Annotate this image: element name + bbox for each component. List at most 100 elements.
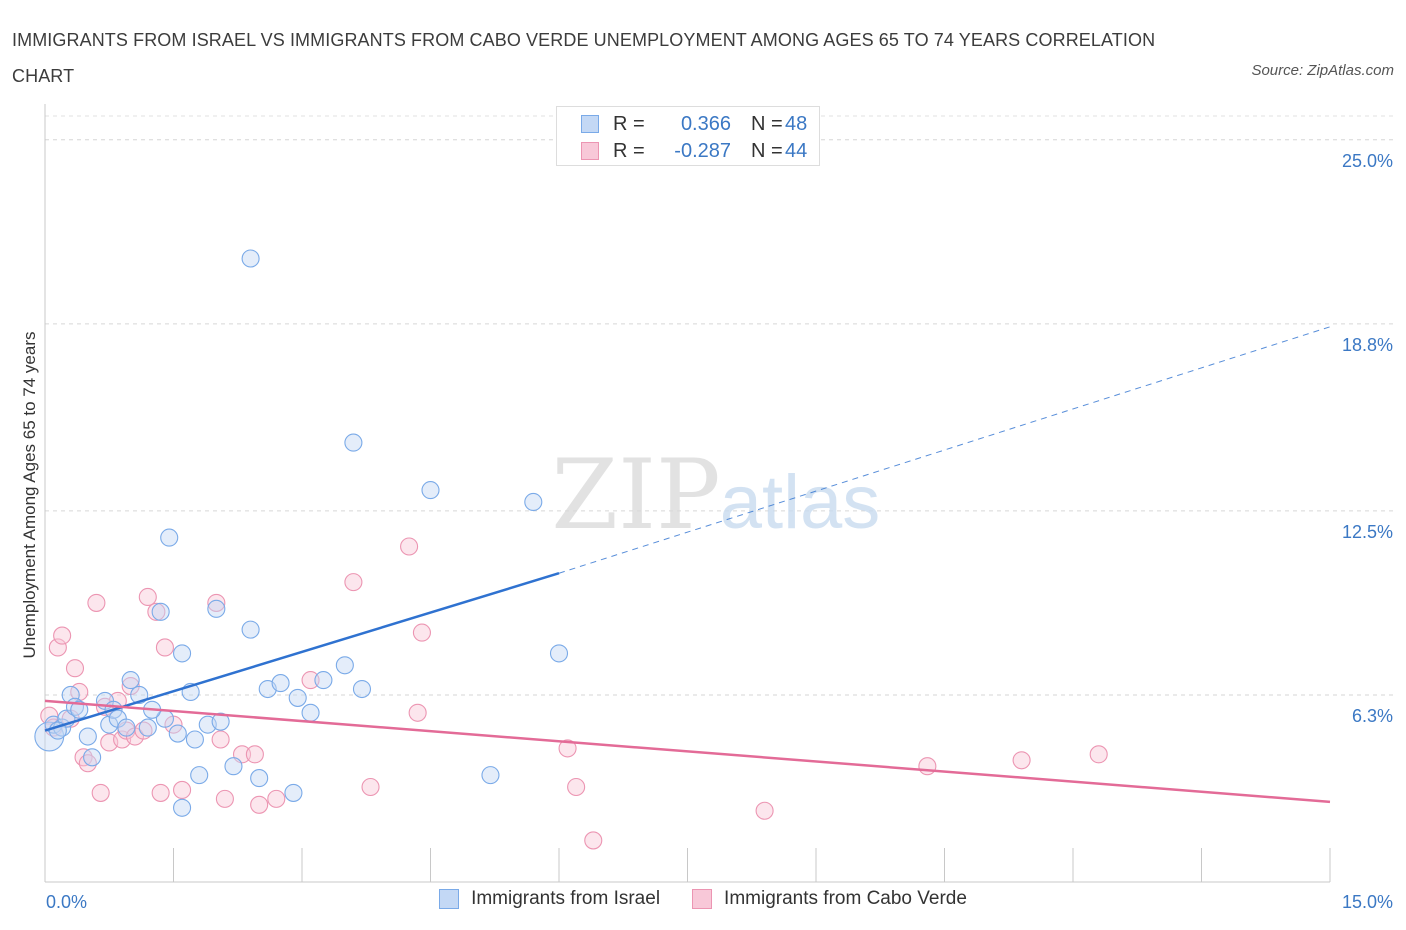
legend-item-cabo-verde[interactable]: Immigrants from Cabo Verde (692, 888, 967, 910)
legend-n-value: 48 (785, 112, 808, 135)
point-israel (284, 783, 303, 802)
legend-r-label: R = (613, 112, 645, 135)
point-israel (151, 602, 170, 621)
point-cabo-verde (344, 573, 363, 592)
point-cabo-verde (567, 777, 586, 797)
point-cabo-verde (584, 831, 603, 850)
y-tick-label: 12.5% (1342, 522, 1393, 542)
point-cabo-verde (207, 593, 226, 612)
axis-labels: 6.3% 12.5% 18.8% 25.0% 0.0% 15.0% Unemployment… (20, 151, 1393, 912)
point-cabo-verde (918, 757, 937, 776)
point-cabo-verde (173, 780, 192, 800)
trend-lines (44, 326, 1331, 804)
point-israel (524, 492, 543, 512)
point-israel (117, 718, 136, 737)
grid-lines (45, 115, 1395, 696)
legend-n-label: N = (751, 112, 783, 135)
point-cabo-verde (301, 671, 320, 690)
trend-line-israel-extension (558, 326, 1331, 574)
legend-row-cabo-verde: R = -0.287 N = 44 (581, 138, 807, 164)
point-cabo-verde (138, 587, 157, 607)
watermark-atlas: atlas (720, 460, 881, 545)
legend-row-israel: R = 0.366 N = 48 (581, 111, 807, 137)
correlation-legend: R = 0.366 N = 48 R = -0.287 N = 44 (556, 106, 820, 166)
point-israel (271, 674, 290, 693)
point-israel (421, 481, 440, 500)
legend-swatch-cabo-verde (581, 142, 599, 160)
point-cabo-verde (361, 777, 380, 797)
legend-n-label: N = (751, 139, 783, 162)
legend-swatch-israel (581, 115, 599, 133)
chart-title: IMMIGRANTS FROM ISRAEL VS IMMIGRANTS FRO… (12, 30, 1156, 86)
point-israel (288, 688, 307, 707)
legend-n-value: 44 (785, 139, 808, 162)
legend-label-cabo-verde: Immigrants from Cabo Verde (724, 888, 967, 909)
y-tick-label: 25.0% (1342, 151, 1393, 171)
point-cabo-verde (53, 626, 72, 645)
y-axis-title: Unemployment Among Ages 65 to 74 years (20, 332, 39, 659)
legend-swatch-cabo-verde (692, 889, 713, 909)
point-israel (481, 766, 500, 785)
y-tick-label: 18.8% (1342, 335, 1393, 355)
point-israel (83, 748, 102, 767)
legend-r-value: 0.366 (680, 112, 731, 135)
point-israel (241, 249, 260, 268)
point-israel (173, 644, 192, 663)
point-cabo-verde (250, 795, 269, 814)
point-israel (211, 712, 230, 731)
point-israel (160, 528, 179, 547)
point-cabo-verde (155, 638, 174, 657)
point-cabo-verde (1012, 751, 1031, 770)
point-cabo-verde (48, 638, 67, 657)
point-israel (241, 620, 260, 639)
source-label: Source: ZipAtlas.com (1251, 62, 1394, 79)
point-cabo-verde (267, 789, 286, 808)
point-cabo-verde (211, 730, 230, 749)
point-cabo-verde (1089, 745, 1108, 764)
point-cabo-verde (147, 602, 166, 621)
legend-label-israel: Immigrants from Israel (471, 888, 661, 909)
point-israel (78, 727, 97, 746)
legend-r-value: -0.287 (674, 139, 731, 162)
point-cabo-verde (40, 706, 59, 725)
point-cabo-verde (412, 623, 431, 642)
point-cabo-verde (215, 789, 234, 808)
point-cabo-verde (87, 593, 106, 612)
trend-line-cabo-verde (44, 699, 1331, 804)
point-cabo-verde (65, 659, 85, 678)
point-israel (168, 724, 187, 743)
x-tick-label-max: 15.0% (1342, 892, 1393, 912)
watermark-zip: ZIP (551, 439, 720, 551)
point-israel (224, 757, 243, 776)
legend-swatch-israel (439, 889, 460, 909)
legend-r-label: R = (613, 139, 645, 162)
point-israel (185, 730, 204, 749)
point-israel (70, 700, 89, 719)
point-israel (314, 671, 333, 690)
point-israel (138, 718, 157, 737)
point-israel (190, 766, 209, 785)
point-israel (335, 656, 354, 675)
legend-item-israel[interactable]: Immigrants from Israel (439, 888, 660, 910)
point-cabo-verde (408, 703, 427, 722)
point-israel (549, 644, 569, 663)
x-tick-label-min: 0.0% (46, 892, 87, 912)
point-israel (344, 433, 363, 452)
point-israel (301, 703, 320, 722)
point-cabo-verde (151, 783, 170, 802)
series-legend: Immigrants from Israel Immigrants from C… (0, 888, 1406, 910)
point-cabo-verde (558, 739, 577, 758)
trend-line-israel (44, 572, 560, 732)
point-israel (173, 798, 192, 817)
point-cabo-verde (755, 801, 774, 820)
point-israel (250, 769, 269, 788)
point-israel (207, 599, 226, 618)
axes (44, 104, 1331, 883)
point-israel (121, 671, 140, 690)
point-cabo-verde (245, 745, 264, 764)
point-israel (352, 679, 372, 699)
point-cabo-verde (400, 537, 419, 556)
y-tick-label: 6.3% (1352, 706, 1393, 726)
point-cabo-verde (91, 783, 110, 802)
